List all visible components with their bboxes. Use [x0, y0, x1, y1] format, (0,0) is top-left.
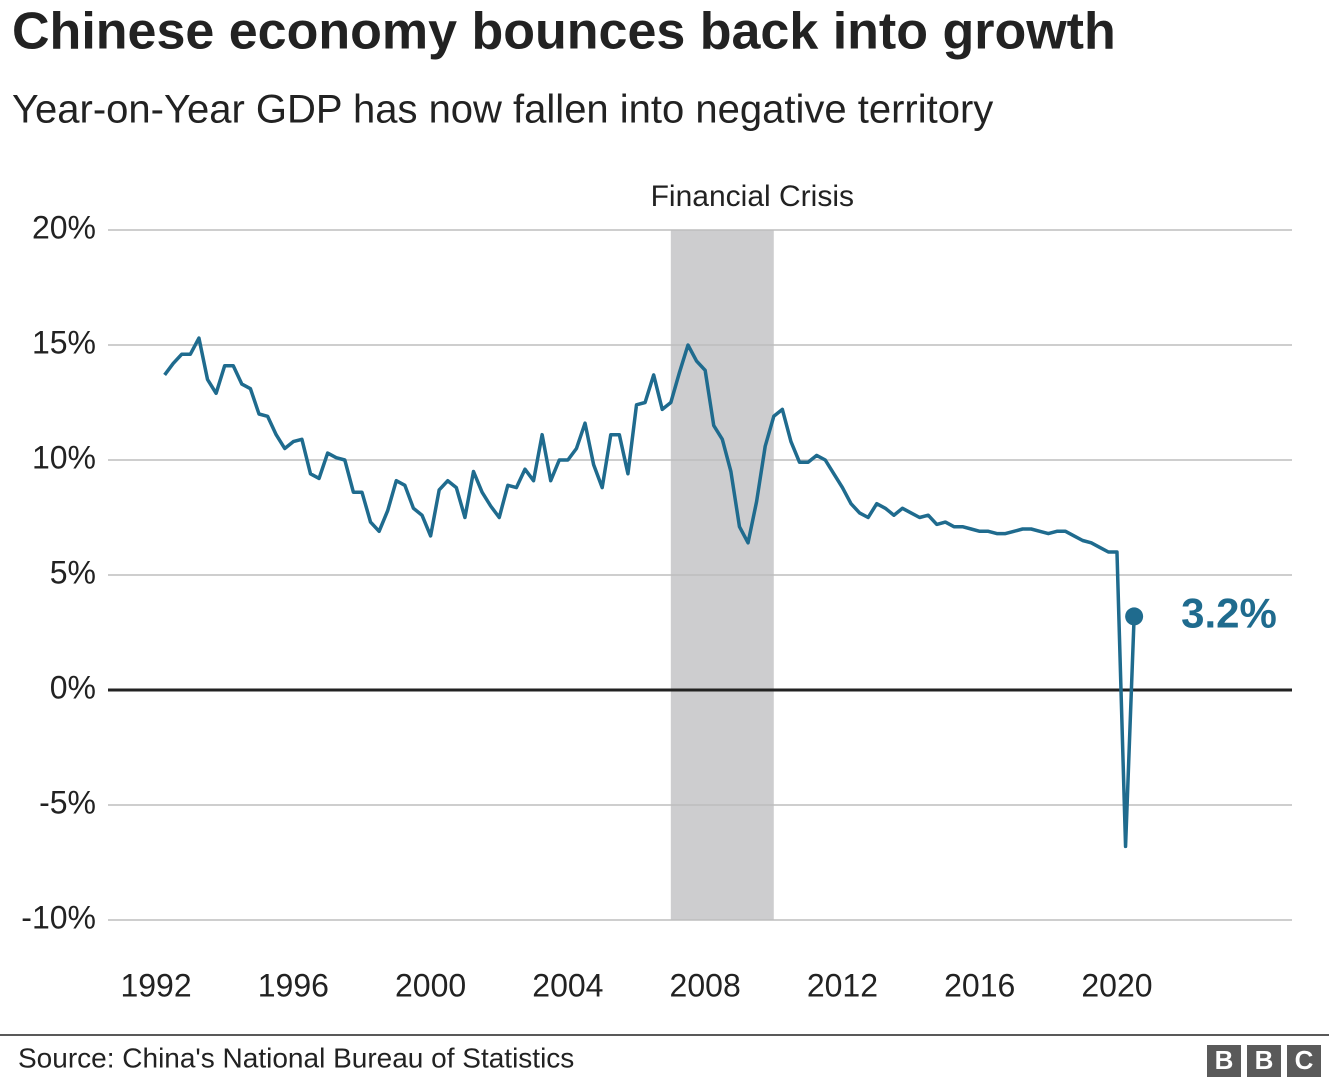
y-tick-label: -10%	[21, 899, 96, 935]
x-tick-label: 2000	[395, 967, 466, 1003]
y-tick-label: 20%	[32, 209, 96, 245]
chart-title: Chinese economy bounces back into growth	[12, 3, 1116, 61]
x-tick-label: 2008	[670, 967, 741, 1003]
x-tick-label: 2016	[944, 967, 1015, 1003]
x-tick-label: 1992	[120, 967, 191, 1003]
y-tick-label: -5%	[39, 784, 96, 820]
logo-box	[1247, 1045, 1281, 1077]
end-point	[1125, 607, 1144, 626]
logo-letter: B	[1255, 1045, 1274, 1075]
y-tick-label: 15%	[32, 324, 96, 360]
y-tick-label: 5%	[50, 554, 96, 590]
x-tick-label: 2012	[807, 967, 878, 1003]
logo-box	[1207, 1045, 1241, 1077]
logo-letter: C	[1295, 1045, 1314, 1075]
x-tick-label: 2004	[532, 967, 603, 1003]
shade-label: Financial Crisis	[651, 180, 854, 213]
logo-box	[1287, 1045, 1321, 1077]
logo: B B C	[1207, 1045, 1321, 1077]
line	[163, 336, 1136, 849]
y-tick-label: 0%	[50, 669, 96, 705]
x-tick-label: 2020	[1081, 967, 1152, 1003]
logo-letter: B	[1215, 1045, 1234, 1075]
value-label: 3.2%	[1181, 589, 1277, 636]
source: Source: China's National Bureau of Stati…	[18, 1042, 574, 1073]
x-tick-label: 1996	[258, 967, 329, 1003]
chart-subtitle: Year-on-Year GDP has now fallen into neg…	[12, 88, 993, 132]
y-tick-label: 10%	[32, 439, 96, 475]
